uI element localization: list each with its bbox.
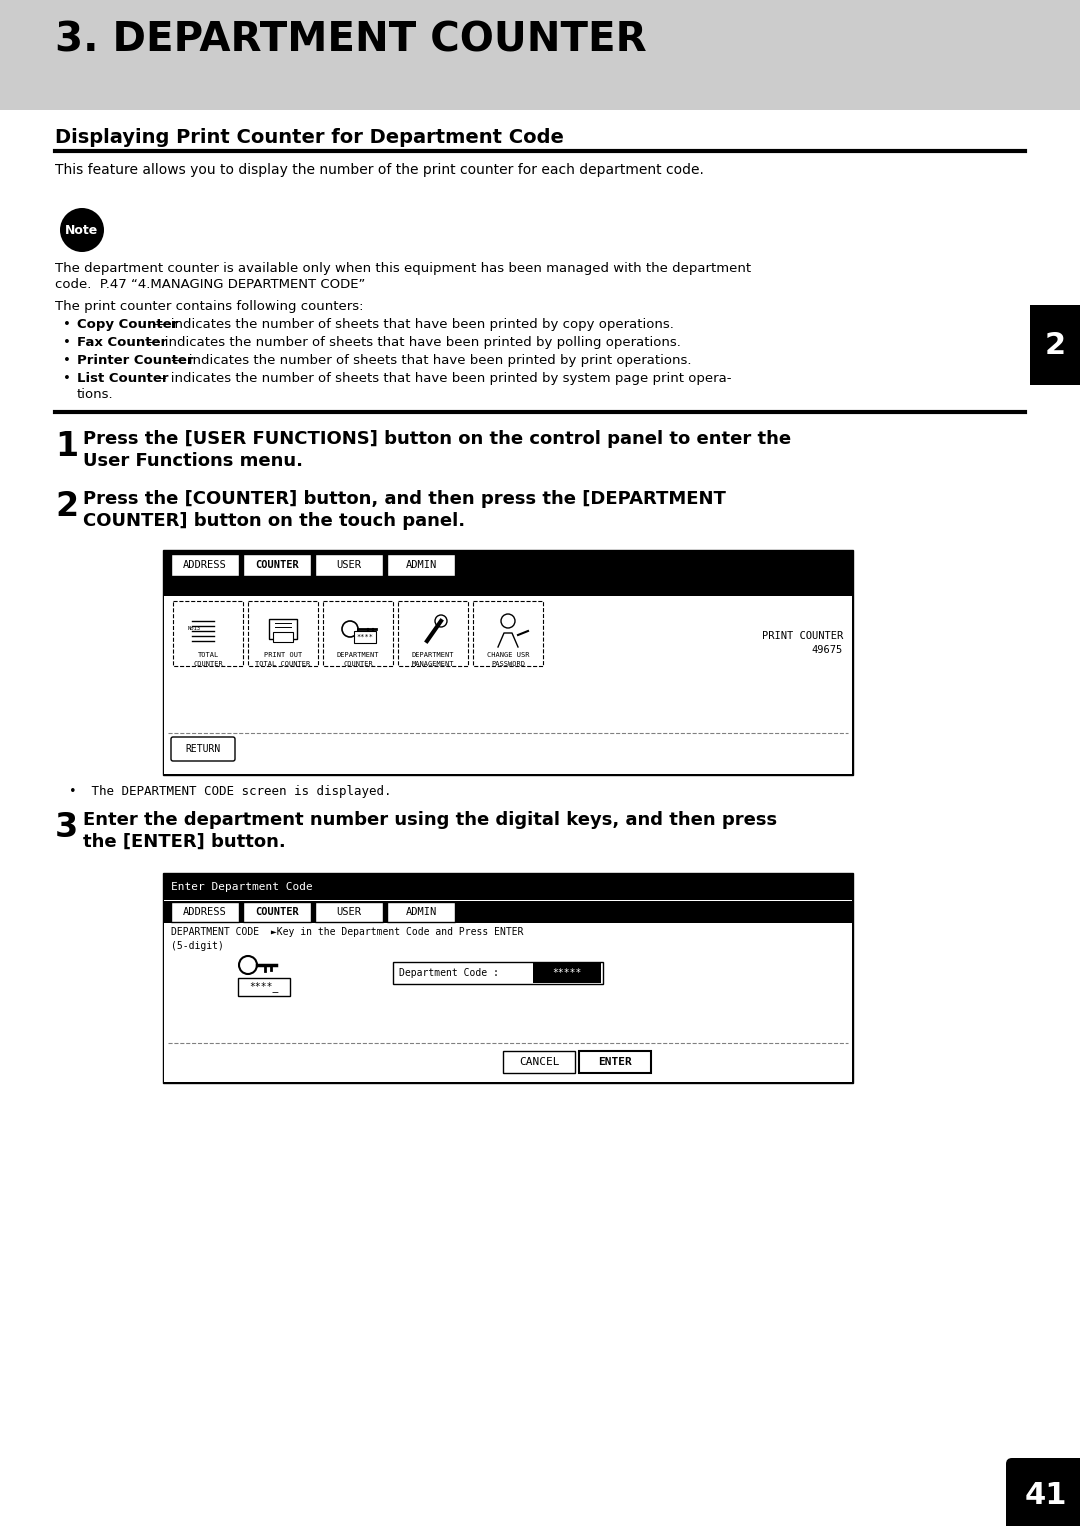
Text: DEPARTMENT CODE  ►Key in the Department Code and Press ENTER: DEPARTMENT CODE ►Key in the Department C… — [171, 926, 524, 937]
Text: Press the [USER FUNCTIONS] button on the control panel to enter the: Press the [USER FUNCTIONS] button on the… — [83, 430, 792, 449]
Text: Copy Counter: Copy Counter — [77, 317, 178, 331]
Bar — [315, 554, 383, 575]
Text: USER: USER — [337, 560, 362, 571]
Bar — [387, 902, 455, 922]
Text: COUNTER: COUNTER — [193, 661, 222, 667]
FancyBboxPatch shape — [171, 737, 235, 761]
Text: This feature allows you to display the number of the print counter for each depa: This feature allows you to display the n… — [55, 163, 704, 177]
Bar — [269, 620, 297, 639]
Bar — [393, 961, 603, 984]
Text: tions.: tions. — [77, 388, 113, 401]
Bar — [164, 551, 852, 597]
Text: ****_: ****_ — [249, 981, 279, 992]
Text: •: • — [63, 317, 71, 331]
Text: Press the [COUNTER] button, and then press the [DEPARTMENT: Press the [COUNTER] button, and then pre… — [83, 490, 726, 508]
Text: 3. DEPARTMENT COUNTER: 3. DEPARTMENT COUNTER — [55, 20, 647, 60]
Text: — indicates the number of sheets that have been printed by system page print ope: — indicates the number of sheets that ha… — [149, 372, 731, 385]
Text: No13: No13 — [188, 627, 201, 632]
Text: COUNTER] button on the touch panel.: COUNTER] button on the touch panel. — [83, 513, 465, 530]
Text: 2: 2 — [1044, 331, 1066, 360]
Text: the [ENTER] button.: the [ENTER] button. — [83, 833, 286, 852]
Text: Note: Note — [66, 223, 98, 237]
Bar — [164, 900, 852, 1082]
Bar — [164, 874, 852, 900]
Circle shape — [60, 208, 104, 252]
Text: ADMIN: ADMIN — [405, 560, 436, 571]
Text: User Functions menu.: User Functions menu. — [83, 452, 303, 470]
Text: Displaying Print Counter for Department Code: Displaying Print Counter for Department … — [55, 128, 564, 146]
Bar — [473, 601, 543, 665]
Text: 2: 2 — [55, 490, 78, 523]
Text: *****: ***** — [552, 967, 582, 978]
Bar — [579, 1051, 651, 1073]
Text: MANAGEMENT: MANAGEMENT — [411, 661, 455, 667]
Text: code.  P.47 “4.MANAGING DEPARTMENT CODE”: code. P.47 “4.MANAGING DEPARTMENT CODE” — [55, 278, 365, 291]
Text: TOTAL: TOTAL — [198, 652, 218, 658]
FancyBboxPatch shape — [1005, 1457, 1080, 1526]
Text: — indicates the number of sheets that have been printed by polling operations.: — indicates the number of sheets that ha… — [143, 336, 680, 349]
Text: — indicates the number of sheets that have been printed by print operations.: — indicates the number of sheets that ha… — [167, 354, 691, 366]
Bar — [164, 900, 852, 923]
Text: COUNTER: COUNTER — [343, 661, 373, 667]
Bar — [243, 554, 311, 575]
Text: The department counter is available only when this equipment has been managed wi: The department counter is available only… — [55, 262, 751, 275]
Text: COUNTER: COUNTER — [255, 906, 299, 917]
Bar — [163, 873, 853, 1083]
Bar — [248, 601, 318, 665]
Text: Fax Counter: Fax Counter — [77, 336, 167, 349]
Bar — [399, 601, 468, 665]
Text: 49675: 49675 — [812, 645, 843, 655]
Bar — [273, 632, 293, 642]
Text: •: • — [63, 372, 71, 385]
Text: 1: 1 — [55, 430, 78, 462]
Text: Printer Counter: Printer Counter — [77, 354, 193, 366]
Text: •: • — [63, 354, 71, 366]
Text: •: • — [63, 336, 71, 349]
Text: TOTAL COUNTER: TOTAL COUNTER — [255, 661, 311, 667]
Text: COUNTER: COUNTER — [255, 560, 299, 571]
Text: PRINT OUT: PRINT OUT — [264, 652, 302, 658]
Bar — [534, 963, 600, 983]
Bar — [315, 902, 383, 922]
Bar — [354, 630, 376, 642]
Bar — [163, 549, 853, 775]
Text: ENTER: ENTER — [598, 1058, 632, 1067]
Text: Enter the department number using the digital keys, and then press: Enter the department number using the di… — [83, 810, 778, 829]
Text: ADDRESS: ADDRESS — [184, 906, 227, 917]
Text: ADMIN: ADMIN — [405, 906, 436, 917]
Text: 3: 3 — [55, 810, 78, 844]
Bar — [1030, 305, 1080, 385]
Text: USER: USER — [337, 906, 362, 917]
Text: 41: 41 — [1025, 1480, 1067, 1509]
Text: CANCEL: CANCEL — [518, 1058, 559, 1067]
Text: •  The DEPARTMENT CODE screen is displayed.: • The DEPARTMENT CODE screen is displaye… — [69, 784, 391, 798]
Bar — [164, 597, 852, 774]
Bar — [171, 554, 239, 575]
Text: (5-digit): (5-digit) — [171, 942, 224, 951]
Text: PASSWORD: PASSWORD — [491, 661, 525, 667]
Text: DEPARTMENT: DEPARTMENT — [337, 652, 379, 658]
Text: Department Code :: Department Code : — [399, 967, 504, 978]
Text: DEPARTMENT: DEPARTMENT — [411, 652, 455, 658]
Text: ADDRESS: ADDRESS — [184, 560, 227, 571]
Bar — [243, 902, 311, 922]
Bar — [238, 978, 291, 996]
Text: ****: **** — [356, 633, 374, 639]
Bar — [387, 554, 455, 575]
Text: The print counter contains following counters:: The print counter contains following cou… — [55, 301, 364, 313]
Bar — [171, 902, 239, 922]
Text: CHANGE USR: CHANGE USR — [487, 652, 529, 658]
Text: PRINT COUNTER: PRINT COUNTER — [761, 630, 843, 641]
Text: List Counter: List Counter — [77, 372, 168, 385]
Text: — indicates the number of sheets that have been printed by copy operations.: — indicates the number of sheets that ha… — [149, 317, 674, 331]
Text: Enter Department Code: Enter Department Code — [171, 882, 313, 893]
Bar — [0, 0, 1080, 110]
Bar — [323, 601, 393, 665]
Bar — [503, 1051, 575, 1073]
Bar — [173, 601, 243, 665]
Text: RETURN: RETURN — [186, 745, 220, 754]
